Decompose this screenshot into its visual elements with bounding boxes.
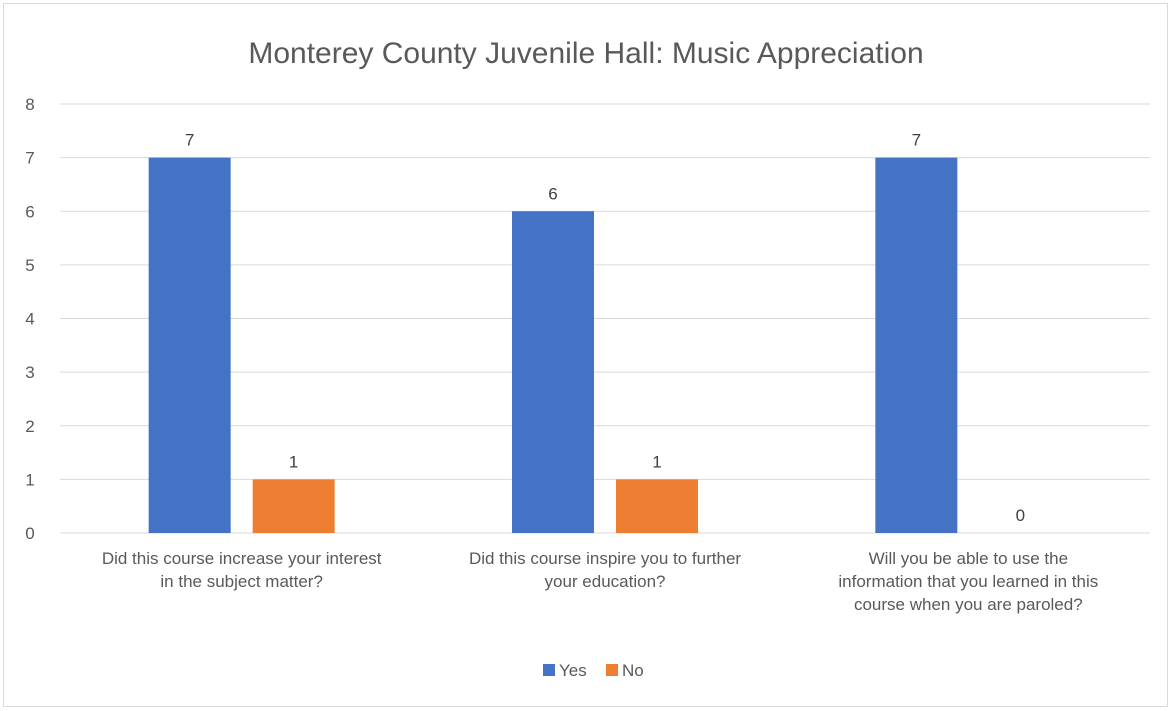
y-tick-label: 0 [25,524,34,543]
bar-no [252,479,335,533]
bar-yes [512,211,594,533]
y-tick-label: 8 [25,95,34,114]
y-tick-label: 6 [25,202,34,221]
y-tick-label: 5 [25,256,34,275]
y-tick-label: 1 [25,470,34,489]
bar-no [616,479,698,533]
y-tick-label: 2 [25,417,34,436]
legend-label-no: No [622,661,644,680]
x-axis-categories: Did this course increase your interest in… [102,549,1098,614]
gridlines [60,103,1150,534]
data-label: 1 [289,452,298,471]
legend-label-yes: Yes [559,661,587,680]
bars [148,157,958,533]
legend-swatch-no [606,664,618,676]
data-label: 6 [548,184,557,203]
x-category-label: Did this course increase your interest in… [102,549,382,591]
data-label: 7 [912,131,921,150]
y-tick-label: 3 [25,363,34,382]
x-category-label: Did this course inspire you to further yo… [469,549,741,591]
data-labels: 7 1 6 1 7 0 [185,131,1025,525]
chart-title: Monterey County Juvenile Hall: Music App… [248,37,923,70]
bar-yes [875,157,958,533]
y-axis-ticks: 0 1 2 3 4 5 6 7 8 [25,95,34,543]
data-label: 7 [185,131,194,150]
legend-swatch-yes [543,664,555,676]
y-tick-label: 4 [25,310,34,329]
bar-yes [148,157,231,533]
x-category-label: Will you be able to use the information t… [838,549,1098,614]
data-label: 1 [652,452,661,471]
data-label: 0 [1016,506,1025,525]
y-tick-label: 7 [25,149,34,168]
legend: Yes No [543,661,644,680]
